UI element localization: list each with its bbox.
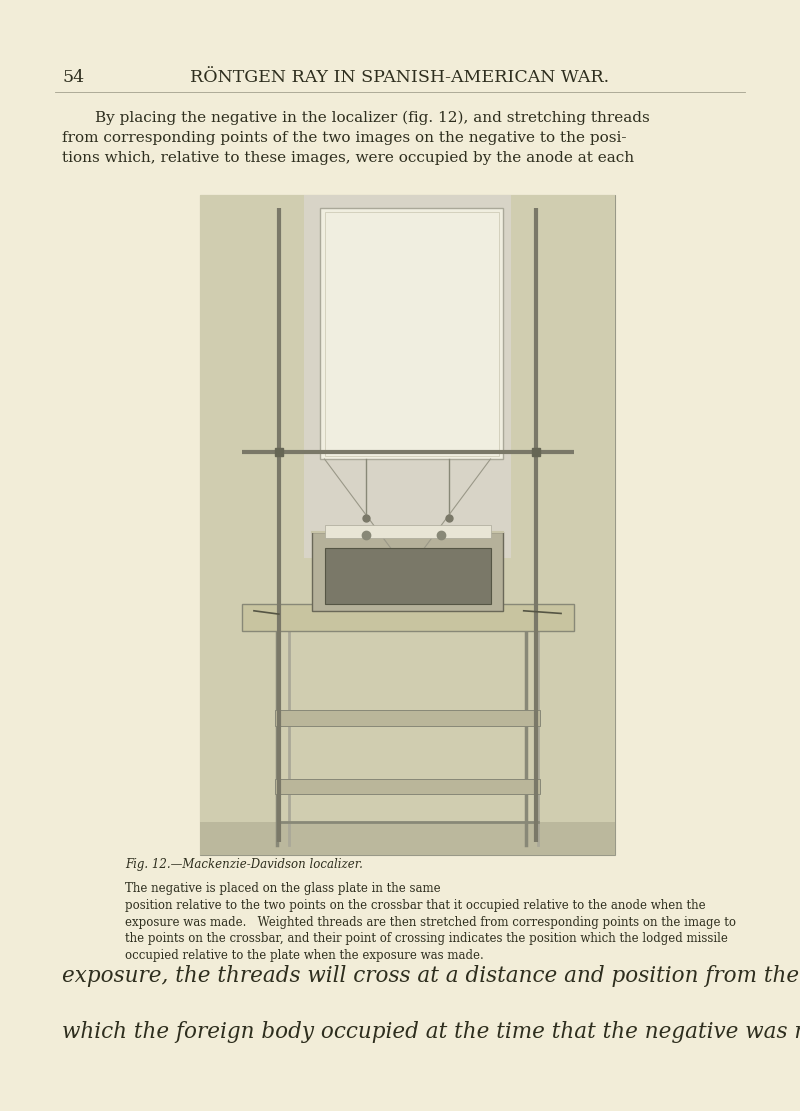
- Text: which the foreign body occupied at the time that the negative was made.: which the foreign body occupied at the t…: [62, 1021, 800, 1043]
- Polygon shape: [312, 531, 503, 611]
- Text: exposure, the threads will cross at a distance and position from the negative: exposure, the threads will cross at a di…: [62, 965, 800, 987]
- Text: Fig. 12.—Mackenzie-Davidson localizer.: Fig. 12.—Mackenzie-Davidson localizer.: [125, 858, 363, 871]
- Text: from corresponding points of the two images on the negative to the posi-: from corresponding points of the two ima…: [62, 131, 626, 146]
- Text: RÖNTGEN RAY IN SPANISH-AMERICAN WAR.: RÖNTGEN RAY IN SPANISH-AMERICAN WAR.: [190, 69, 610, 86]
- Text: The negative is placed on the glass plate in the same
position relative to the t: The negative is placed on the glass plat…: [125, 882, 736, 962]
- Polygon shape: [200, 822, 615, 855]
- Polygon shape: [320, 208, 503, 459]
- Polygon shape: [325, 526, 490, 538]
- Text: 54: 54: [62, 69, 84, 86]
- Text: tions which, relative to these images, were occupied by the anode at each: tions which, relative to these images, w…: [62, 151, 634, 166]
- Polygon shape: [304, 196, 511, 558]
- Polygon shape: [325, 548, 490, 604]
- Bar: [200, 196, 615, 855]
- Polygon shape: [200, 196, 615, 855]
- Polygon shape: [274, 779, 540, 793]
- Text: By placing the negative in the localizer (fig. 12), and stretching threads: By placing the negative in the localizer…: [95, 111, 650, 126]
- Polygon shape: [274, 710, 540, 727]
- Polygon shape: [242, 604, 574, 631]
